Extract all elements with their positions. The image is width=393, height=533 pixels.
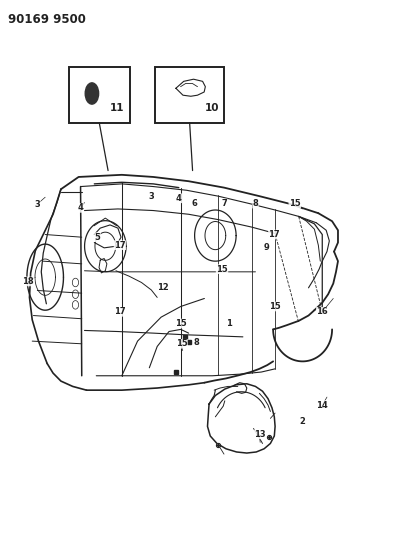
Text: 3: 3 <box>149 192 154 200</box>
Text: 15: 15 <box>175 319 187 328</box>
Text: 17: 17 <box>114 241 126 249</box>
Text: 2: 2 <box>300 417 305 425</box>
Text: 18: 18 <box>22 277 34 286</box>
Text: 12: 12 <box>157 284 169 292</box>
FancyBboxPatch shape <box>69 67 130 123</box>
Text: 14: 14 <box>316 401 328 409</box>
Text: 16: 16 <box>316 308 328 316</box>
Text: 15: 15 <box>269 302 281 311</box>
Text: 17: 17 <box>268 230 280 239</box>
Ellipse shape <box>85 83 99 104</box>
Text: 6: 6 <box>192 199 197 208</box>
Text: 7: 7 <box>222 199 228 208</box>
FancyBboxPatch shape <box>155 67 224 123</box>
Text: 15: 15 <box>176 340 187 348</box>
Text: 11: 11 <box>110 102 125 112</box>
Text: 3: 3 <box>35 200 40 208</box>
Text: 90169 9500: 90169 9500 <box>8 13 86 26</box>
Text: 5: 5 <box>95 233 100 241</box>
Text: 4: 4 <box>78 204 83 212</box>
Text: 15: 15 <box>216 265 228 273</box>
Text: 17: 17 <box>114 308 126 316</box>
Text: 13: 13 <box>253 430 265 439</box>
Text: 15: 15 <box>289 199 301 208</box>
Text: 8: 8 <box>253 199 258 208</box>
Text: 8: 8 <box>194 338 199 346</box>
Text: 10: 10 <box>204 102 219 112</box>
Text: 4: 4 <box>176 194 182 203</box>
Text: 1: 1 <box>226 319 231 328</box>
Text: 9: 9 <box>264 244 269 252</box>
